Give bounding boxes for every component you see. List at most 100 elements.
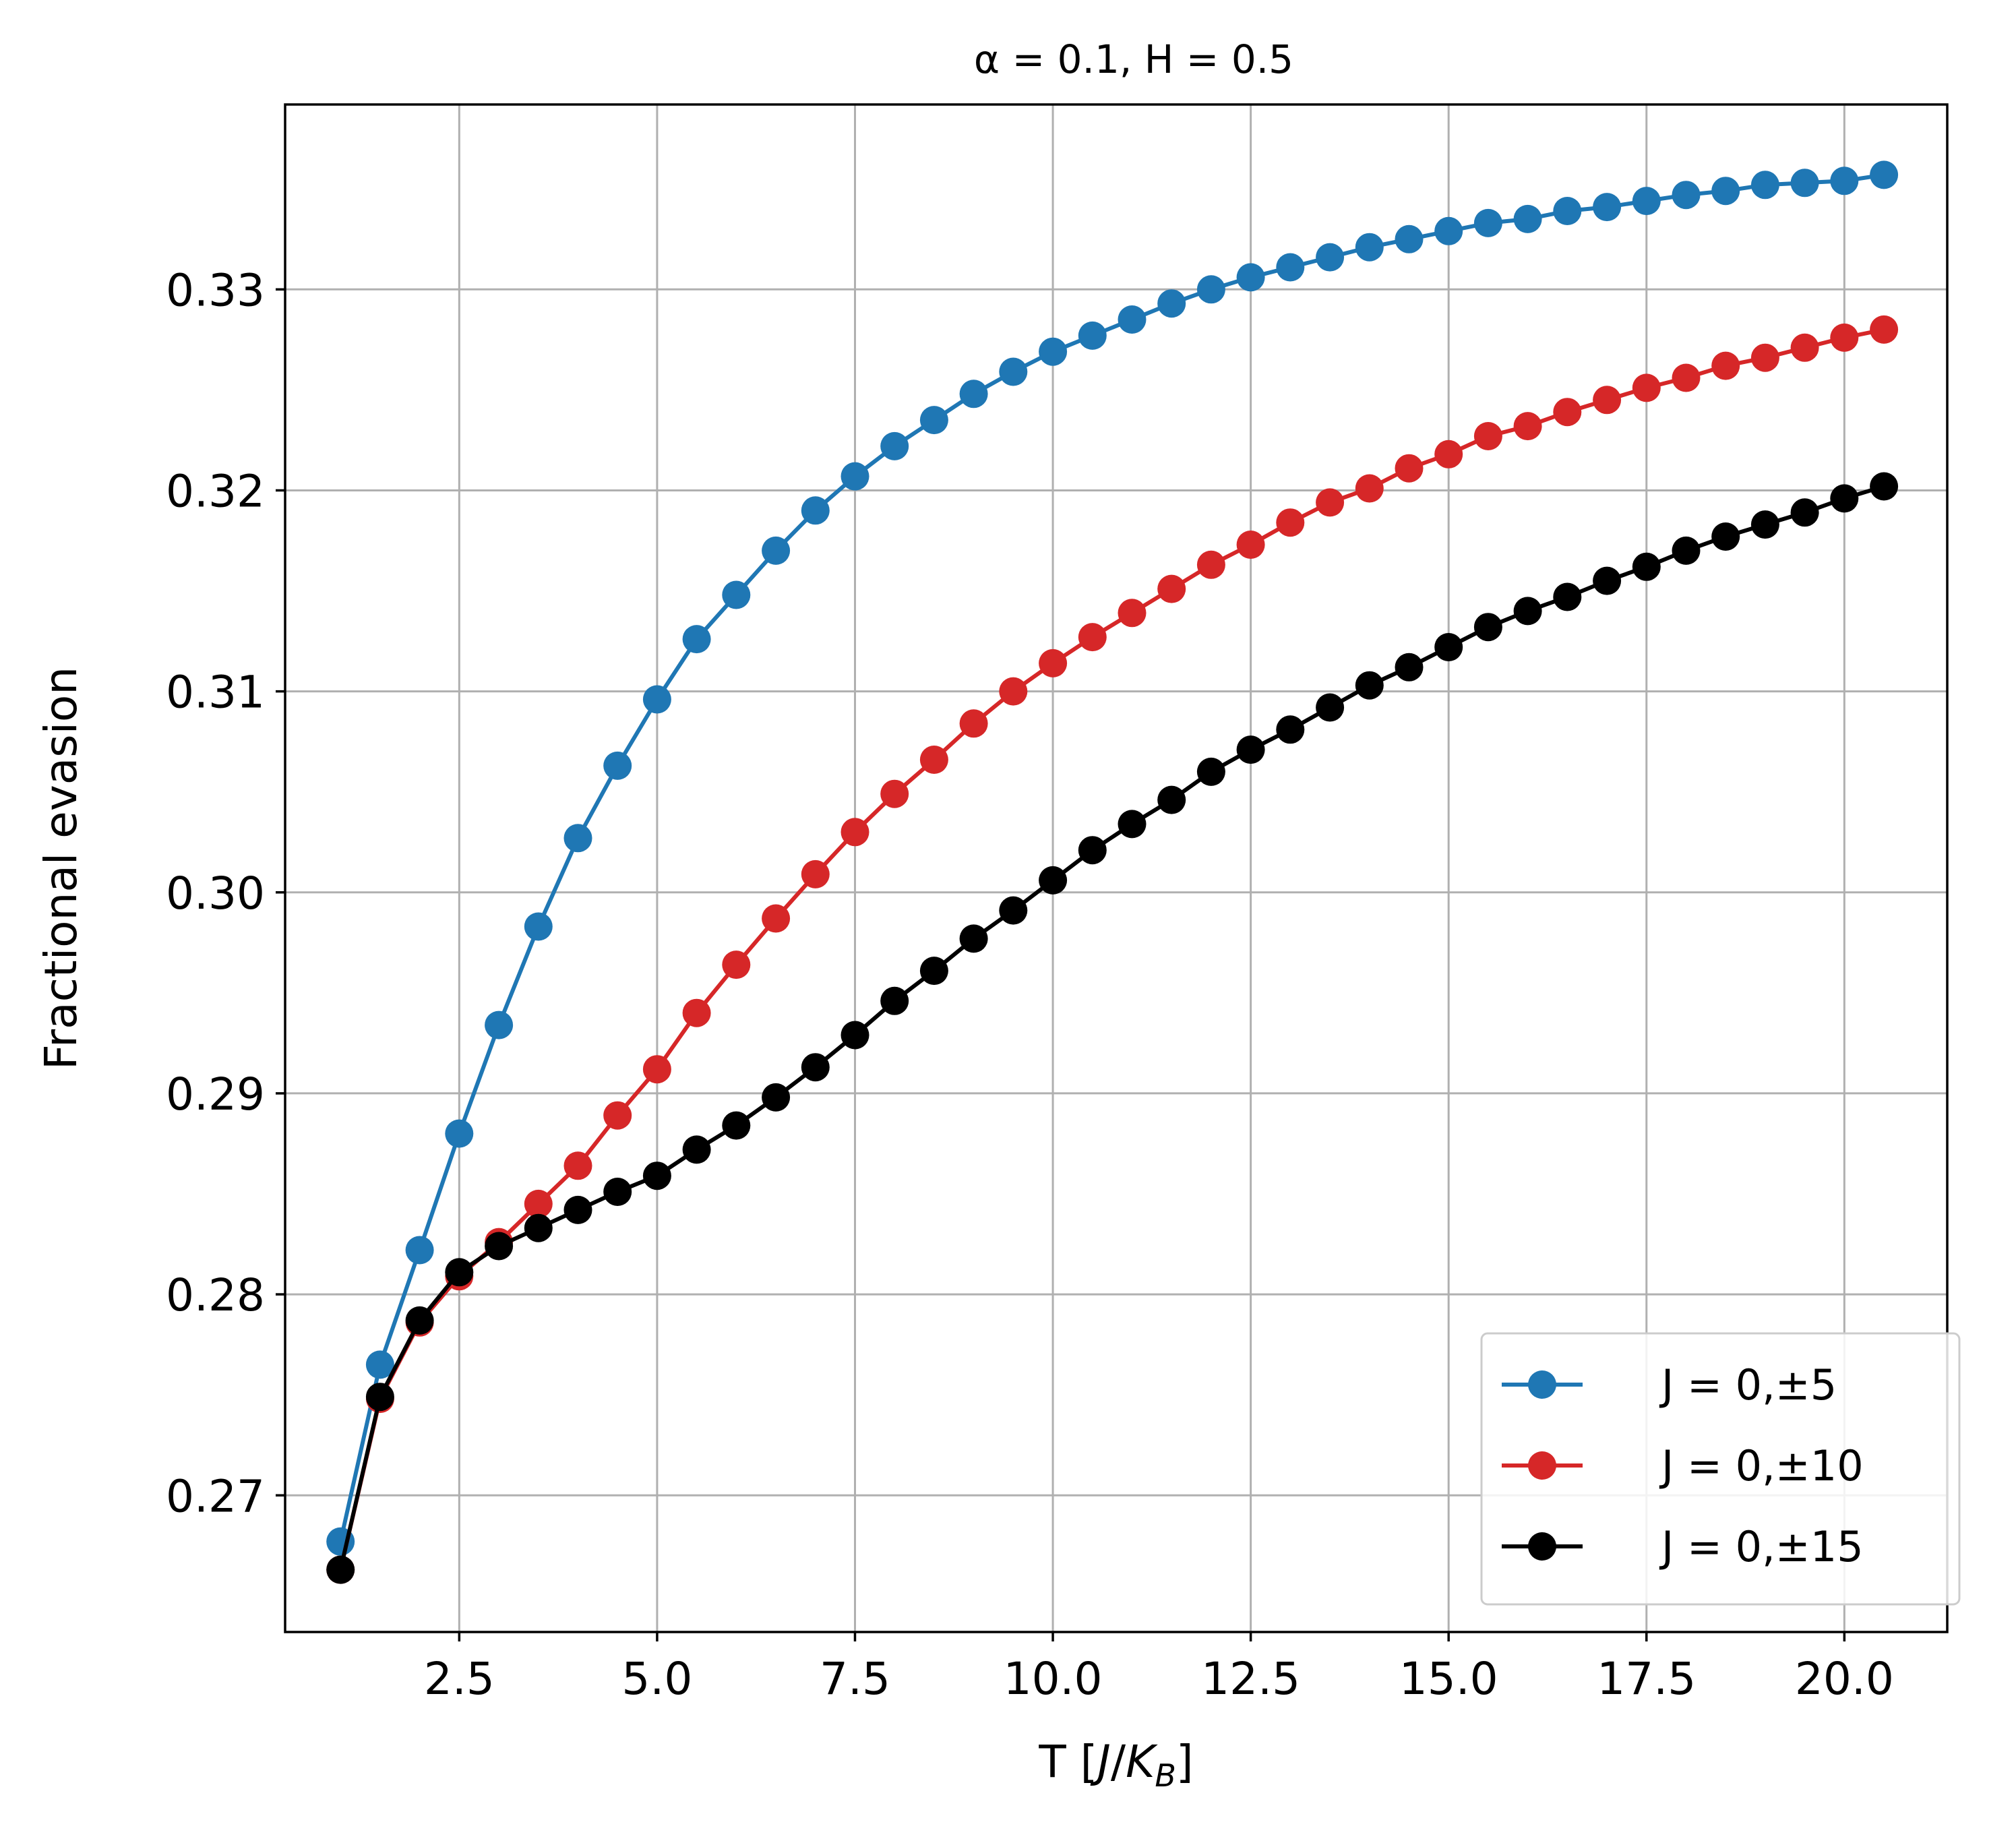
- x-tick-label: 7.5: [820, 1653, 890, 1705]
- data-point: [1276, 715, 1305, 744]
- data-point: [1236, 263, 1265, 292]
- legend-marker: [1528, 1370, 1556, 1399]
- y-tick-label: 0.28: [166, 1269, 265, 1321]
- data-point: [1157, 785, 1186, 814]
- data-point: [1039, 648, 1068, 677]
- data-point: [999, 896, 1028, 925]
- y-tick-label: 0.27: [166, 1470, 265, 1522]
- data-point: [999, 677, 1028, 706]
- series-line: [338, 484, 1885, 1571]
- data-point: [563, 1151, 592, 1180]
- data-point: [959, 709, 988, 738]
- data-point: [1790, 169, 1819, 198]
- series-1: [326, 160, 1899, 1556]
- data-point: [919, 957, 948, 986]
- data-point: [603, 1101, 632, 1130]
- data-point: [1196, 275, 1225, 304]
- data-point: [919, 406, 948, 435]
- data-point: [1316, 693, 1345, 722]
- series-2: [326, 315, 1899, 1584]
- data-point: [1473, 613, 1502, 642]
- y-tick-label: 0.31: [166, 667, 265, 719]
- data-point: [762, 536, 791, 565]
- data-point: [1870, 472, 1899, 501]
- data-point: [1553, 197, 1582, 225]
- data-point: [1672, 363, 1701, 392]
- data-point: [801, 1053, 830, 1082]
- y-tick-label: 0.29: [166, 1068, 265, 1120]
- legend-label: J = 0,±15: [1659, 1522, 1864, 1571]
- legend-entry-2: J = 0,±10: [1502, 1441, 1864, 1490]
- data-point: [1711, 351, 1740, 380]
- data-point: [1632, 373, 1661, 402]
- data-point: [682, 625, 711, 654]
- data-point: [722, 950, 751, 979]
- data-point: [642, 1055, 671, 1084]
- x-tick-label: 5.0: [621, 1653, 692, 1705]
- data-point: [1632, 187, 1661, 216]
- data-point: [603, 751, 632, 780]
- data-point: [326, 1555, 355, 1584]
- data-point: [1553, 398, 1582, 427]
- data-point: [1513, 412, 1542, 441]
- data-point: [1750, 343, 1779, 372]
- data-point: [1355, 233, 1384, 262]
- data-point: [1750, 510, 1779, 539]
- data-point: [1118, 599, 1147, 628]
- x-tick-label: 20.0: [1795, 1653, 1894, 1705]
- data-point: [563, 824, 592, 853]
- data-point: [841, 1021, 869, 1050]
- series-3: [326, 472, 1899, 1584]
- y-tick-label: 0.32: [166, 465, 265, 517]
- data-point: [880, 986, 909, 1015]
- data-point: [1790, 333, 1819, 362]
- data-point: [563, 1195, 592, 1224]
- data-point: [841, 462, 869, 491]
- data-point: [524, 1213, 553, 1242]
- data-point: [801, 859, 830, 888]
- legend-entry-1: J = 0,±5: [1502, 1360, 1837, 1410]
- legend-entry-3: J = 0,±15: [1502, 1522, 1864, 1571]
- data-point: [485, 1010, 514, 1039]
- data-point: [642, 1161, 671, 1190]
- data-point: [1355, 474, 1384, 503]
- data-point: [682, 998, 711, 1027]
- y-tick-label: 0.30: [166, 868, 265, 919]
- data-point: [1276, 253, 1305, 282]
- data-point: [1711, 177, 1740, 206]
- data-point: [445, 1258, 474, 1287]
- data-point: [1870, 160, 1899, 189]
- y-axis-ticks: 0.27 0.28 0.29 0.30 0.31 0.32 0.33: [166, 264, 285, 1522]
- data-point: [1078, 836, 1107, 865]
- data-point: [1632, 552, 1661, 581]
- data-point: [1434, 633, 1463, 661]
- data-point: [722, 580, 751, 609]
- data-point: [1870, 315, 1899, 344]
- data-point: [1513, 204, 1542, 233]
- legend-marker: [1528, 1451, 1556, 1480]
- data-point: [1395, 224, 1424, 253]
- data-point: [841, 818, 869, 847]
- data-point: [1593, 386, 1622, 415]
- data-point: [1316, 488, 1345, 517]
- data-point: [1830, 323, 1859, 352]
- data-point: [405, 1306, 434, 1335]
- data-point: [999, 357, 1028, 386]
- data-point: [1434, 440, 1463, 469]
- data-point: [1236, 735, 1265, 764]
- data-point: [1395, 454, 1424, 483]
- x-tick-label: 2.5: [424, 1653, 495, 1705]
- data-point: [1395, 653, 1424, 682]
- data-point: [880, 431, 909, 460]
- legend: J = 0,±5 J = 0,±10 J = 0,±15: [1480, 1332, 1961, 1606]
- data-point: [722, 1111, 751, 1140]
- plot-frame: [284, 103, 1949, 1633]
- data-point: [919, 746, 948, 774]
- data-point: [1434, 216, 1463, 245]
- data-point: [1830, 484, 1859, 513]
- data-point: [1078, 321, 1107, 350]
- data-point: [1830, 167, 1859, 195]
- data-point: [801, 496, 830, 525]
- chart-title: α = 0.1, H = 0.5: [974, 36, 1293, 82]
- data-point: [1276, 508, 1305, 537]
